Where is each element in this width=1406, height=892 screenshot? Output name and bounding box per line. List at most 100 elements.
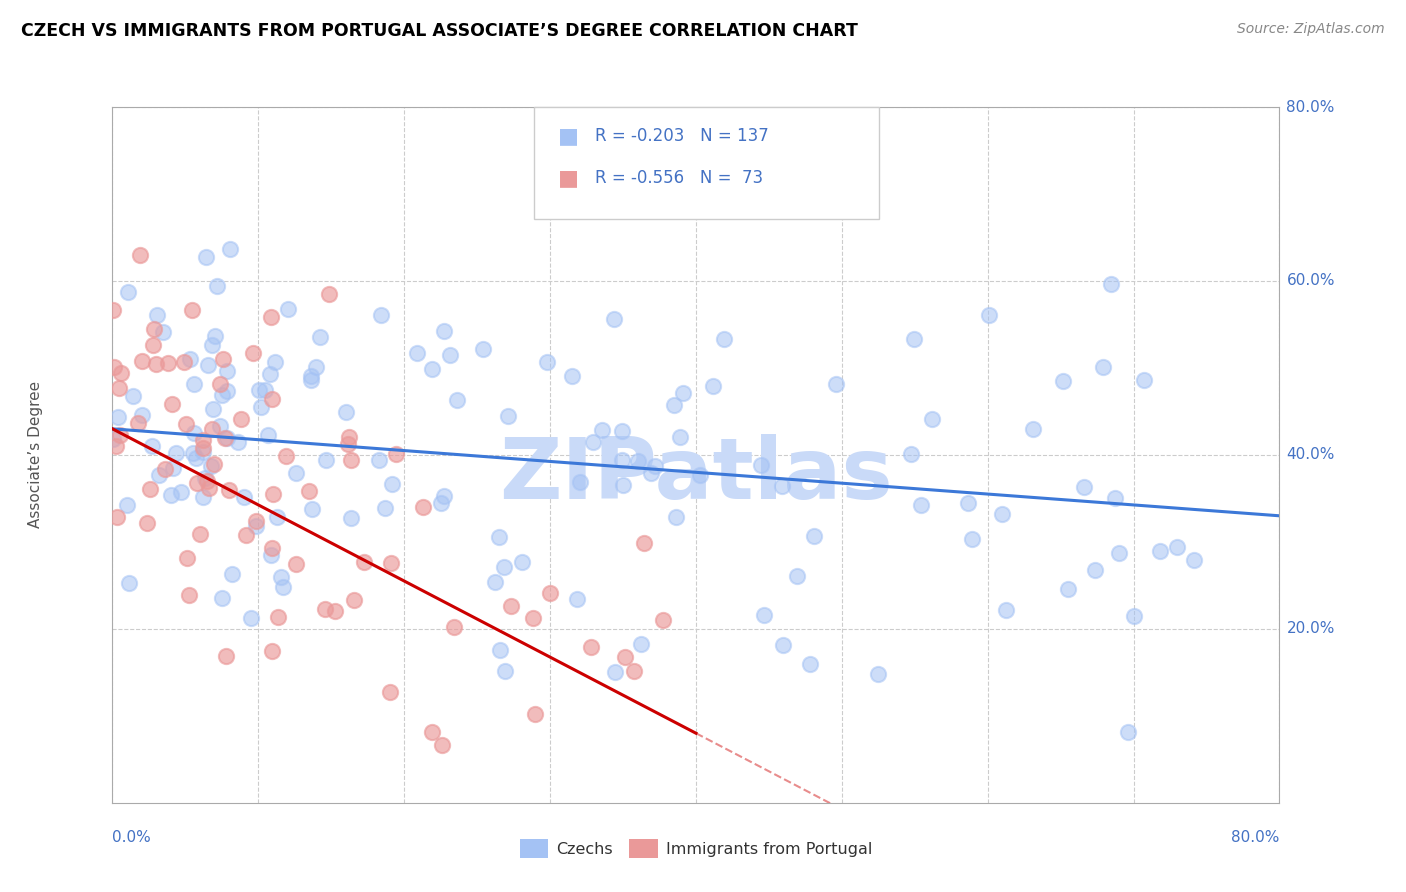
Point bbox=[439, 348, 461, 362]
Point bbox=[315, 452, 337, 467]
Point bbox=[499, 599, 522, 614]
Point bbox=[1104, 491, 1126, 506]
Point bbox=[353, 555, 375, 569]
Point bbox=[962, 533, 984, 547]
Point bbox=[103, 302, 125, 317]
Point bbox=[378, 685, 401, 699]
Point bbox=[799, 657, 821, 672]
Point bbox=[640, 467, 662, 481]
Point bbox=[214, 431, 236, 445]
Text: 80.0%: 80.0% bbox=[1232, 830, 1279, 845]
Text: ■: ■ bbox=[558, 169, 579, 188]
Point bbox=[201, 422, 224, 436]
Point bbox=[262, 644, 284, 658]
Point bbox=[148, 467, 170, 482]
Point bbox=[591, 423, 613, 437]
Point bbox=[825, 377, 848, 392]
Point bbox=[956, 496, 979, 510]
Point bbox=[567, 592, 589, 607]
Point bbox=[165, 445, 187, 459]
Point bbox=[323, 604, 346, 618]
Point bbox=[633, 535, 655, 549]
Text: CZECH VS IMMIGRANTS FROM PORTUGAL ASSOCIATE’S DEGREE CORRELATION CHART: CZECH VS IMMIGRANTS FROM PORTUGAL ASSOCI… bbox=[21, 22, 858, 40]
Point bbox=[155, 462, 177, 476]
Point bbox=[129, 248, 152, 262]
Point bbox=[204, 329, 226, 343]
Point bbox=[569, 475, 592, 490]
Point bbox=[262, 486, 284, 500]
Point bbox=[271, 580, 294, 594]
Point bbox=[430, 496, 453, 510]
Point bbox=[193, 491, 215, 505]
Point bbox=[179, 351, 201, 366]
Point bbox=[488, 530, 510, 544]
Point bbox=[343, 593, 366, 607]
Point bbox=[180, 302, 202, 317]
Point bbox=[183, 376, 205, 391]
Point bbox=[197, 481, 219, 495]
Point bbox=[131, 354, 153, 368]
Point bbox=[374, 501, 396, 516]
Point bbox=[107, 409, 129, 424]
Point bbox=[229, 412, 252, 426]
Point bbox=[215, 384, 238, 399]
Legend: Czechs, Immigrants from Portugal: Czechs, Immigrants from Portugal bbox=[513, 832, 879, 864]
Point bbox=[240, 611, 263, 625]
Point bbox=[668, 430, 690, 444]
Point bbox=[868, 666, 890, 681]
Point bbox=[900, 447, 922, 461]
Point bbox=[610, 453, 633, 467]
Point bbox=[1084, 563, 1107, 577]
Point bbox=[910, 499, 932, 513]
Text: 80.0%: 80.0% bbox=[1286, 100, 1334, 114]
Point bbox=[245, 519, 267, 533]
Text: 0.0%: 0.0% bbox=[112, 830, 152, 845]
Point bbox=[538, 586, 561, 600]
Point bbox=[1099, 277, 1122, 291]
Text: 60.0%: 60.0% bbox=[1286, 274, 1334, 288]
Text: 20.0%: 20.0% bbox=[1286, 622, 1334, 636]
Point bbox=[689, 467, 711, 482]
Point bbox=[560, 368, 582, 383]
Point bbox=[385, 447, 408, 461]
Point bbox=[420, 362, 443, 376]
Point bbox=[103, 359, 125, 374]
Point bbox=[211, 591, 233, 605]
Point bbox=[242, 345, 264, 359]
Point bbox=[484, 574, 506, 589]
Point bbox=[139, 482, 162, 496]
Point bbox=[1182, 553, 1205, 567]
Point bbox=[1073, 480, 1095, 494]
Point bbox=[260, 310, 283, 325]
Point bbox=[1166, 540, 1188, 554]
Point bbox=[492, 560, 515, 574]
Point bbox=[432, 739, 454, 753]
Point bbox=[152, 325, 174, 339]
Point bbox=[301, 501, 323, 516]
Point bbox=[193, 441, 215, 455]
Point bbox=[259, 367, 281, 381]
Point bbox=[339, 511, 361, 525]
Point bbox=[266, 510, 288, 524]
Point bbox=[903, 333, 925, 347]
Text: R = -0.556   N =  73: R = -0.556 N = 73 bbox=[595, 169, 763, 187]
Point bbox=[433, 324, 456, 338]
Point bbox=[1132, 373, 1154, 387]
Point bbox=[208, 418, 231, 433]
Point bbox=[603, 312, 626, 326]
Point bbox=[260, 541, 283, 556]
Point bbox=[1056, 582, 1078, 597]
Point bbox=[380, 556, 402, 570]
Point bbox=[630, 637, 652, 651]
Point bbox=[136, 516, 159, 531]
Point bbox=[368, 452, 391, 467]
Point bbox=[471, 343, 494, 357]
Point bbox=[215, 649, 238, 664]
Point bbox=[115, 498, 138, 512]
Point bbox=[627, 454, 650, 468]
Point bbox=[406, 345, 429, 359]
Point bbox=[201, 401, 224, 416]
Point bbox=[644, 458, 666, 473]
Point bbox=[420, 725, 443, 739]
Point bbox=[188, 526, 211, 541]
